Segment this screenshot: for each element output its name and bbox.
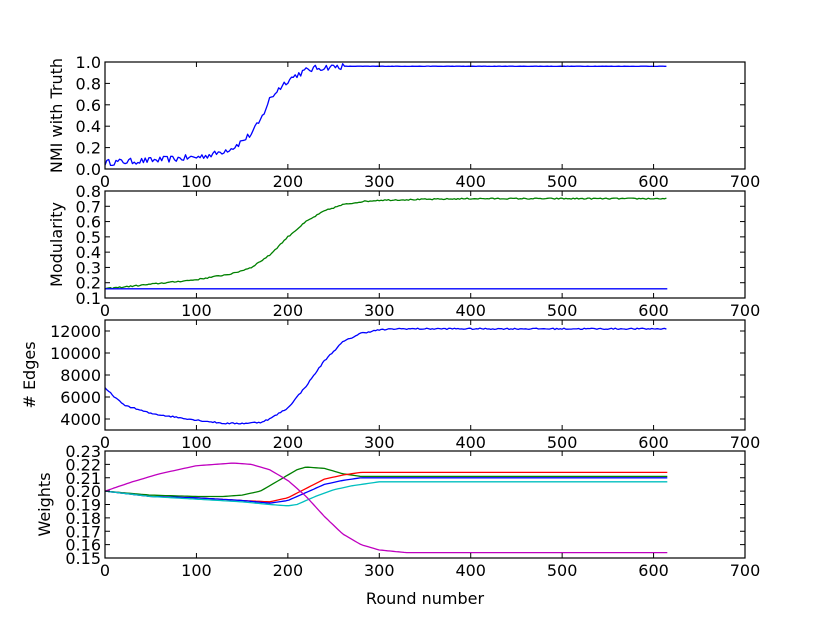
y-tick-label: 0.2 [76,274,101,293]
subplot-1: 0 100 200 300 400 500 600 700 0.0 0.2 0.4 0.6 0.8 1.0… [47,53,760,191]
x-tick-label: 100 [181,301,212,320]
y-tick-label: 0.20 [65,482,101,501]
x-tick-label: 0 [100,433,110,452]
y-axis-label: Weights [35,472,54,536]
y-tick-label: 0.16 [65,536,101,555]
y-tick-label: 8000 [60,366,101,385]
y-tick-label: 0.1 [76,289,101,308]
y-tick-label: 0.2 [76,139,101,158]
series-line-1-1 [104,63,667,167]
x-tick-label: 500 [547,172,578,191]
x-tick-label: 200 [273,301,304,320]
y-tick-label: 0.8 [76,182,101,201]
plot-frame [104,61,746,170]
y-tick-label: 0.15 [65,549,101,568]
x-tick-label: 700 [730,172,761,191]
x-tick-label: 300 [364,561,395,580]
y-tick-label: 0.18 [65,509,101,528]
x-axis-label: Round number [366,589,485,608]
x-tick-label: 700 [730,301,761,320]
y-axis-label: NMI with Truth [47,58,66,173]
x-tick-label: 600 [638,301,669,320]
series-line-2-1 [104,197,667,290]
x-tick-label: 400 [455,301,486,320]
x-tick-label: 400 [455,172,486,191]
x-tick-label: 600 [638,433,669,452]
x-tick-label: 600 [638,172,669,191]
x-tick-label: 100 [181,172,212,191]
y-tick-label: 0.23 [65,442,101,461]
y-axis-label: # Edges [20,341,39,408]
series-line-3-1 [104,327,667,425]
x-tick-label: 300 [364,433,395,452]
y-tick-label: 0.19 [65,496,101,515]
plot-frame [104,319,746,431]
plot-frame [104,450,746,559]
x-tick-label: 300 [364,301,395,320]
series-line-4-3 [104,477,668,504]
y-tick-label: 0.6 [76,96,101,115]
x-tick-label: 0 [100,172,110,191]
y-tick-label: 12000 [50,322,101,341]
y-tick-label: 0.17 [65,522,101,541]
series-line-4-4 [104,481,668,507]
subplot-2: 0 100 200 300 400 500 600 700 0.10.20.30.40.50.6… [47,182,760,320]
y-tick-label: 0.3 [76,258,101,277]
x-tick-label: 100 [181,561,212,580]
x-tick-label: 200 [273,172,304,191]
x-tick-label: 400 [455,433,486,452]
x-tick-label: 700 [730,561,761,580]
y-tick-label: 0.22 [65,455,101,474]
x-tick-label: 200 [273,433,304,452]
y-tick-label: 0.8 [76,74,101,93]
series-line-4-1 [104,466,668,498]
x-tick-label: 700 [730,433,761,452]
x-tick-label: 600 [638,561,669,580]
y-tick-label: 0.5 [76,228,101,247]
y-axis-label: Modularity [47,202,66,287]
x-tick-label: 500 [547,433,578,452]
y-tick-label: 6000 [60,388,101,407]
series-line-4-5 [104,462,668,554]
y-tick-label: 0.4 [76,243,101,262]
x-tick-label: 0 [100,301,110,320]
x-tick-label: 500 [547,561,578,580]
subplot-3: 0 100 200 300 400 500 600 700 4000 6000 8000 10000 1… [20,319,761,452]
plot-frame [104,190,746,299]
x-tick-label: 500 [547,301,578,320]
y-tick-label: 4000 [60,410,101,429]
x-tick-label: 300 [364,172,395,191]
x-tick-label: 400 [455,561,486,580]
y-tick-label: 0.0 [76,160,101,179]
y-tick-label: 0.4 [76,117,101,136]
y-tick-label: 0.6 [76,213,101,232]
subplot-4: 0 100 200 300 400 500 600 7000.150.160.170.180.… [35,442,760,608]
y-tick-label: 0.7 [76,197,101,216]
x-tick-label: 100 [181,433,212,452]
x-tick-label: 0 [100,561,110,580]
y-tick-label: 0.21 [65,469,101,488]
x-tick-label: 200 [273,561,304,580]
y-tick-label: 1.0 [76,53,101,72]
y-tick-label: 10000 [50,344,101,363]
